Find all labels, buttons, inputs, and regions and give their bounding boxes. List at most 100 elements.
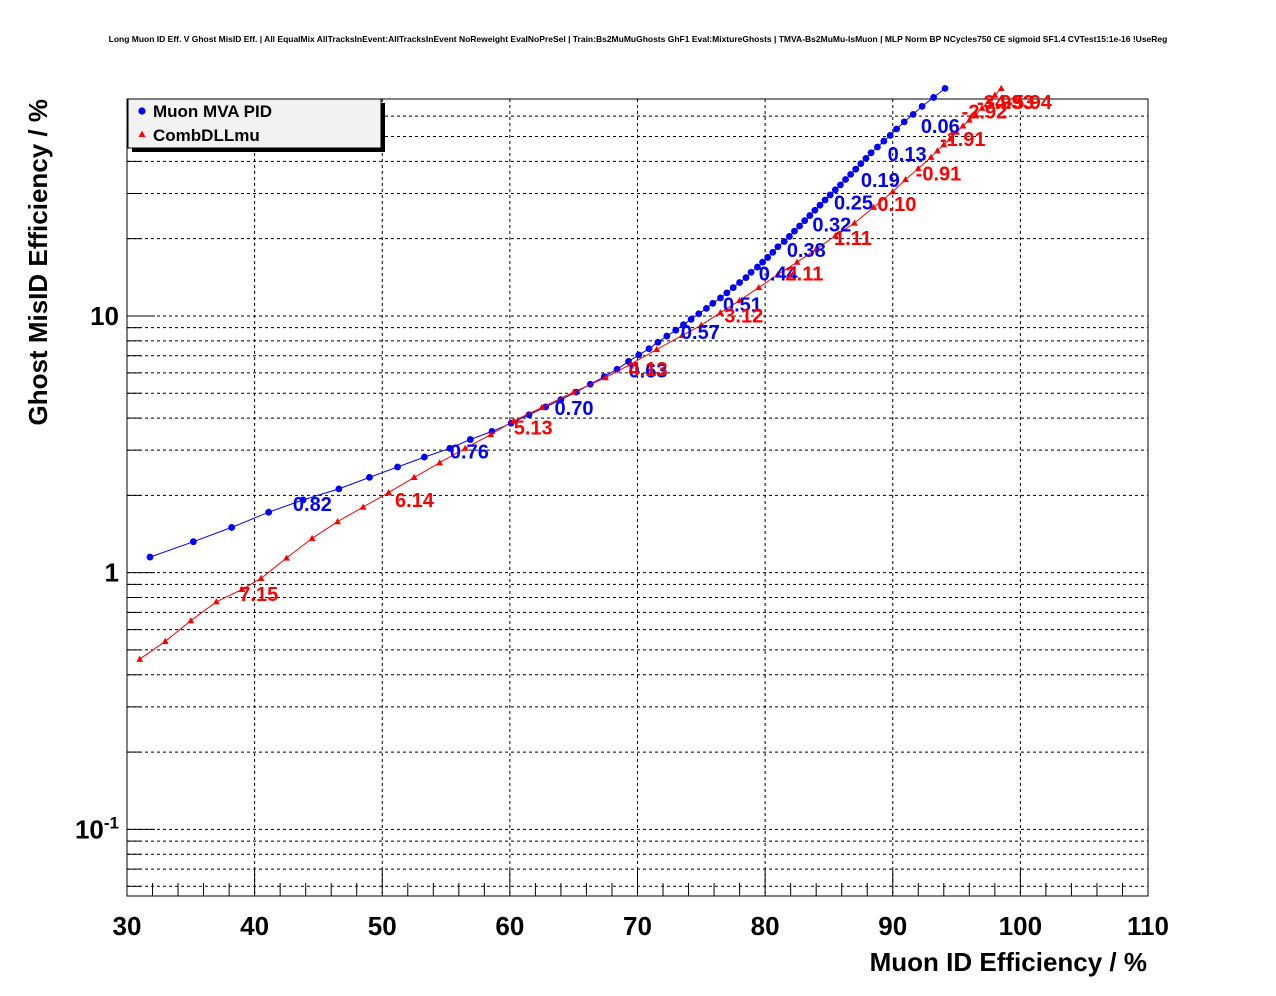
data-point: [953, 128, 960, 135]
data-point: [265, 508, 273, 516]
data-point: [755, 283, 763, 291]
data-point: [991, 91, 999, 98]
data-point: [791, 227, 798, 235]
data-point: [914, 164, 922, 172]
series-combdllmu: [136, 84, 1005, 662]
series-line: [149, 88, 946, 558]
data-point: [697, 321, 705, 328]
data-point: [257, 574, 265, 581]
data-point: [851, 219, 858, 226]
data-point: [959, 122, 967, 129]
data-point: [359, 503, 367, 510]
point-annotations: 0.82 0.76 0.70 0.63 0.570.51 0.440.38 0.320.25…: [239, 92, 1052, 606]
legend: Muon MVA PID CombDLLmu: [127, 98, 385, 152]
chart-title: Long Muon ID Eff. V Ghost MisID Eff. | A…: [109, 34, 1168, 44]
data-point: [627, 360, 635, 367]
x-tick-labels: 30 40 50 60 70 80 90 100 110: [113, 911, 1169, 941]
legend-box: [127, 98, 382, 149]
x-tick-label: 50: [368, 911, 397, 941]
cut-value-label: 5.13: [514, 418, 553, 440]
data-point: [806, 212, 814, 219]
data-point: [801, 217, 809, 225]
data-point: [394, 463, 401, 471]
data-point: [299, 496, 307, 504]
cut-value-label: 0.63: [629, 360, 668, 382]
data-point: [889, 188, 897, 195]
legend-label-muon-mva: Muon MVA PID: [153, 102, 272, 121]
cut-value-label: 6.14: [395, 490, 435, 512]
legend-marker-combdllmu: [138, 130, 146, 137]
x-tick-label: 70: [623, 911, 652, 941]
data-point: [940, 141, 948, 148]
data-point: [934, 147, 941, 154]
x-tick-label: 40: [240, 911, 269, 941]
y-axis-title: Ghost MisID Efficiency / %: [23, 99, 53, 426]
data-point: [978, 104, 986, 111]
data-point: [334, 518, 341, 525]
data-point: [902, 175, 909, 183]
grid: [127, 98, 1148, 896]
data-point: [678, 331, 686, 338]
data-point: [759, 258, 766, 266]
data-point: [918, 103, 926, 110]
data-point: [187, 617, 195, 624]
cut-value-label: 0.57: [681, 322, 720, 344]
cut-value-label: -4.93: [988, 92, 1034, 114]
data-point: [645, 345, 653, 353]
data-point: [385, 489, 393, 496]
data-point: [811, 206, 819, 214]
legend-label-combdllmu: CombDLLmu: [153, 126, 260, 145]
x-tick-label: 80: [751, 911, 780, 941]
cut-value-label: 0.06: [921, 116, 960, 138]
data-point: [946, 135, 954, 142]
data-point: [965, 116, 973, 123]
data-point: [774, 270, 782, 278]
data-point: [821, 196, 829, 204]
data-point: [570, 388, 578, 395]
data-point: [212, 598, 220, 605]
data-point: [909, 110, 917, 118]
data-point: [466, 436, 474, 443]
data-point: [831, 232, 839, 239]
x-tick-label: 60: [495, 911, 524, 941]
x-tick-label: 90: [878, 911, 907, 941]
data-point: [874, 143, 881, 151]
data-point: [985, 97, 992, 105]
data-point: [900, 118, 908, 126]
data-point: [893, 125, 900, 133]
cut-value-label: -3.93: [977, 92, 1023, 114]
data-point: [764, 254, 772, 261]
x-axis-title: Muon ID Efficiency / %: [870, 947, 1147, 977]
cut-value-label: -1.91: [940, 129, 986, 151]
data-point: [335, 485, 343, 493]
cut-value-label: 3.12: [724, 306, 763, 328]
data-point: [410, 473, 418, 480]
data-point: [687, 315, 695, 323]
data-point: [654, 338, 662, 346]
data-point: [747, 268, 755, 276]
data-point: [136, 655, 144, 662]
data-point: [816, 201, 824, 209]
data-point: [997, 84, 1005, 91]
data-point: [793, 258, 801, 265]
data-point: [672, 326, 680, 334]
data-point: [754, 263, 761, 271]
data-point: [972, 110, 980, 117]
data-point: [189, 538, 197, 546]
data-point: [717, 309, 724, 316]
x-tick-label: 110: [1127, 911, 1169, 941]
data-point: [283, 554, 290, 561]
data-point: [831, 186, 839, 194]
cut-value-label: 1.11: [834, 228, 872, 250]
data-point: [680, 321, 687, 329]
data-point: [723, 289, 731, 297]
x-tick-label: 100: [999, 911, 1042, 941]
cut-value-label: 0.38: [787, 240, 826, 262]
data-point: [663, 332, 671, 340]
data-point: [742, 274, 750, 282]
y-tick-labels: 10-1 1 10: [75, 301, 119, 844]
data-point: [886, 132, 894, 139]
cut-value-label: 0.44: [759, 264, 799, 286]
data-point: [769, 248, 777, 256]
